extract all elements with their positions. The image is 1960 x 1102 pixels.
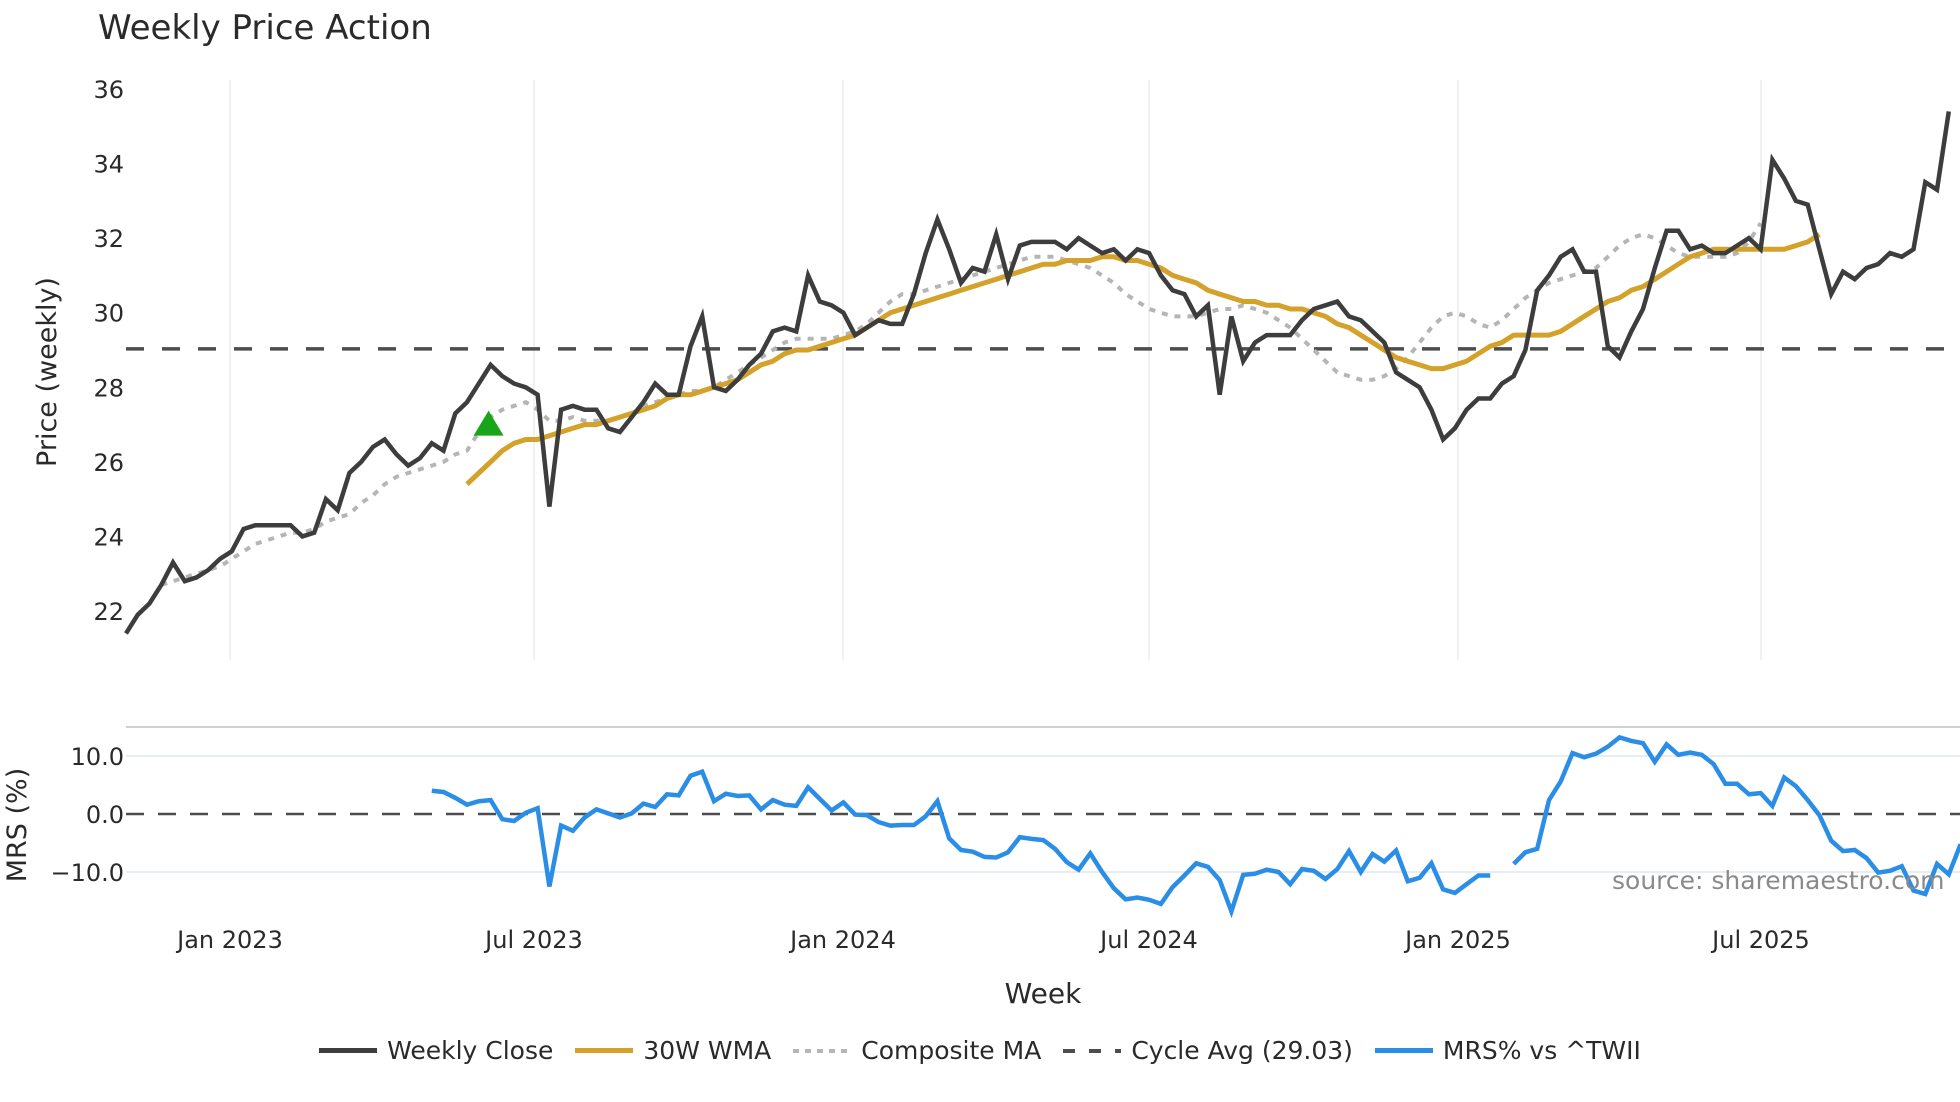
legend-swatch-icon	[1063, 1048, 1122, 1053]
wma-line	[465, 232, 1821, 487]
price-y-tick: 22	[93, 598, 124, 626]
x-tick-label: Jan 2024	[788, 926, 896, 954]
legend-swatch-icon	[319, 1048, 378, 1053]
source-note: source: sharemaestro.com	[1612, 866, 1945, 895]
price-panel	[124, 111, 1960, 635]
price-y-tick: 26	[93, 449, 124, 477]
mrs-y-axis-title: MRS (%)	[2, 768, 33, 883]
price-y-axis-title: Price (weekly)	[32, 277, 63, 467]
x-tick-label: Jul 2023	[483, 926, 583, 954]
price-y-tick: 30	[93, 300, 124, 328]
mrs-y-tick: 0.0	[86, 801, 124, 829]
legend-item[interactable]: Cycle Avg (29.03)	[1063, 1036, 1353, 1065]
price-y-tick: 24	[93, 523, 124, 551]
legend-label: Composite MA	[861, 1036, 1042, 1065]
buy-signal-triangle-icon	[473, 410, 504, 436]
x-tick-label: Jan 2023	[175, 926, 283, 954]
price-y-tick: 34	[93, 151, 124, 179]
axes: 22 24 26 28 30 32 34 36 −10.0 0.0 10.0 Jan 2023 Jul …	[2, 76, 1810, 1010]
legend: Weekly Close 30W WMA Composite MA Cycle Avg…	[0, 1036, 1960, 1065]
gridlines	[126, 80, 1960, 873]
mrs-line	[431, 734, 1960, 919]
weekly-close-line	[124, 111, 1952, 635]
price-y-tick: 32	[93, 225, 124, 253]
mrs-y-tick: 10.0	[71, 743, 124, 771]
price-y-tick: 28	[93, 374, 124, 402]
mrs-panel	[126, 734, 1960, 919]
legend-swatch-icon	[575, 1048, 634, 1053]
legend-item[interactable]: Composite MA	[793, 1036, 1041, 1065]
legend-item[interactable]: Weekly Close	[319, 1036, 553, 1065]
legend-swatch-icon	[1374, 1048, 1433, 1053]
legend-swatch-icon	[793, 1048, 852, 1053]
legend-item[interactable]: MRS% vs ^TWII	[1374, 1036, 1641, 1065]
legend-label: MRS% vs ^TWII	[1442, 1036, 1641, 1065]
x-tick-label: Jul 2024	[1098, 926, 1198, 954]
x-axis-title: Week	[1005, 977, 1082, 1010]
x-tick-label: Jul 2025	[1710, 926, 1810, 954]
legend-label: Weekly Close	[387, 1036, 554, 1065]
legend-label: 30W WMA	[643, 1036, 772, 1065]
price-y-tick: 36	[93, 76, 124, 104]
legend-item[interactable]: 30W WMA	[575, 1036, 771, 1065]
mrs-y-tick: −10.0	[50, 859, 124, 887]
x-tick-label: Jan 2025	[1403, 926, 1511, 954]
chart-title: Weekly Price Action	[98, 8, 432, 48]
legend-label: Cycle Avg (29.03)	[1131, 1036, 1353, 1065]
